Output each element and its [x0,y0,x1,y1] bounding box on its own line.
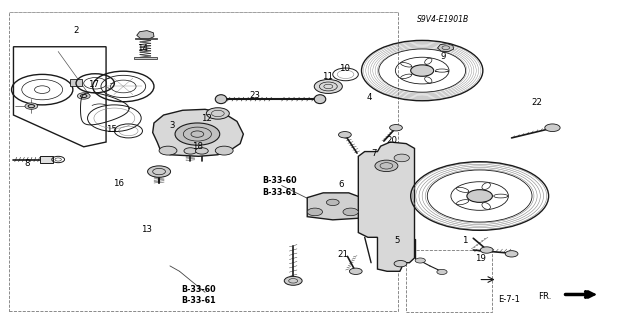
Polygon shape [137,31,154,39]
Polygon shape [134,57,157,59]
Text: 12: 12 [202,114,212,123]
Circle shape [505,251,518,257]
Bar [70,79,83,86]
Circle shape [184,148,196,154]
Text: 5: 5 [394,236,400,245]
Circle shape [215,146,233,155]
Polygon shape [13,47,106,147]
Text: 19: 19 [476,254,486,263]
Text: S9V4-E1901B: S9V4-E1901B [417,15,469,24]
Text: 10: 10 [339,63,351,72]
Text: 16: 16 [113,179,124,188]
Ellipse shape [215,95,227,104]
Circle shape [545,124,560,131]
Polygon shape [153,109,243,156]
Text: 21: 21 [337,250,349,259]
Ellipse shape [425,77,432,83]
Circle shape [175,123,220,145]
Polygon shape [438,44,454,52]
Text: B-33-60
B-33-61: B-33-60 B-33-61 [181,286,216,306]
Circle shape [284,276,302,285]
Circle shape [148,166,171,177]
Polygon shape [135,38,157,39]
Ellipse shape [482,203,490,209]
Circle shape [77,93,90,99]
Circle shape [307,208,323,216]
Ellipse shape [493,194,508,198]
Text: 14: 14 [137,44,148,53]
Text: 3: 3 [169,121,175,130]
Text: 20: 20 [387,136,397,145]
Text: 17: 17 [88,80,99,89]
Text: 23: 23 [250,92,260,100]
Ellipse shape [425,58,432,64]
Circle shape [390,124,403,131]
Circle shape [206,108,229,119]
Circle shape [159,146,177,155]
Text: 1: 1 [461,236,467,245]
Ellipse shape [436,69,449,72]
Circle shape [394,261,407,267]
Circle shape [343,208,358,216]
Polygon shape [358,142,415,271]
Ellipse shape [456,187,468,192]
Circle shape [467,190,492,202]
Text: 7: 7 [372,149,377,158]
Circle shape [394,154,410,162]
Circle shape [339,131,351,138]
Text: E-7-1: E-7-1 [498,295,520,304]
Ellipse shape [456,200,468,205]
Text: 18: 18 [192,142,203,151]
Text: 22: 22 [532,98,543,107]
Bar [406,250,492,312]
Polygon shape [307,193,365,220]
Text: FR.: FR. [538,292,551,301]
Text: 13: 13 [141,225,152,234]
FancyArrowPatch shape [566,291,595,298]
Circle shape [415,258,426,263]
Circle shape [314,79,342,93]
Text: 8: 8 [25,159,30,168]
Circle shape [326,199,339,205]
Text: B-33-60
B-33-61: B-33-60 B-33-61 [262,176,296,197]
FancyArrowPatch shape [566,292,591,297]
Bar [9,12,398,311]
Ellipse shape [314,95,326,104]
Circle shape [480,247,493,253]
Ellipse shape [482,183,490,189]
Circle shape [437,269,447,274]
Ellipse shape [401,74,412,78]
Ellipse shape [401,63,412,67]
Circle shape [349,268,362,274]
Text: 4: 4 [367,93,372,102]
Circle shape [25,103,38,109]
Text: 6: 6 [339,181,344,189]
Circle shape [375,160,398,172]
Polygon shape [40,156,53,163]
Text: 2: 2 [74,26,79,35]
Text: 15: 15 [106,125,116,134]
Text: 11: 11 [321,72,333,81]
Text: 9: 9 [440,52,446,62]
Circle shape [411,65,434,76]
Circle shape [195,148,208,154]
